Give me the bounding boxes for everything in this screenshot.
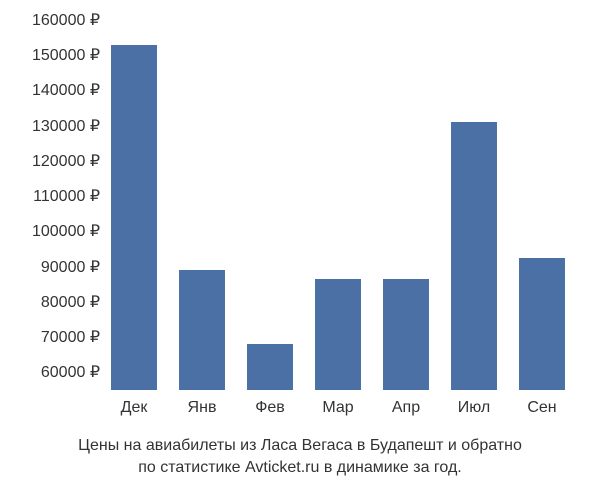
x-tick-label: Апр <box>383 399 429 417</box>
bar <box>315 279 361 390</box>
chart-caption: Цены на авиабилеты из Ласа Вегаса в Буда… <box>0 435 600 480</box>
x-axis: Дек Янв Фев Мар Апр Июл Сен <box>105 395 580 425</box>
x-tick-label: Июл <box>451 399 497 417</box>
caption-line2: по статистике Avticket.ru в динамике за … <box>138 459 462 476</box>
plot-area <box>105 20 580 390</box>
y-tick-label: 90000 ₽ <box>0 257 100 277</box>
x-tick-label: Дек <box>111 399 157 417</box>
y-tick-label: 150000 ₽ <box>0 45 100 65</box>
bar <box>519 258 565 390</box>
x-tick-label: Сен <box>519 399 565 417</box>
bar <box>247 344 293 390</box>
bar <box>383 279 429 390</box>
y-tick-label: 110000 ₽ <box>0 186 100 206</box>
caption-line1: Цены на авиабилеты из Ласа Вегаса в Буда… <box>78 437 522 454</box>
y-tick-label: 100000 ₽ <box>0 221 100 241</box>
y-tick-label: 70000 ₽ <box>0 327 100 347</box>
bar <box>451 122 497 390</box>
chart-container: 60000 ₽ 70000 ₽ 80000 ₽ 90000 ₽ 100000 ₽ 1100… <box>0 0 600 500</box>
x-tick-label: Фев <box>247 399 293 417</box>
bar <box>111 45 157 390</box>
y-tick-label: 120000 ₽ <box>0 151 100 171</box>
y-tick-label: 140000 ₽ <box>0 80 100 100</box>
y-tick-label: 160000 ₽ <box>0 10 100 30</box>
y-tick-label: 80000 ₽ <box>0 292 100 312</box>
y-tick-label: 130000 ₽ <box>0 116 100 136</box>
y-tick-label: 60000 ₽ <box>0 362 100 382</box>
x-tick-label: Янв <box>179 399 225 417</box>
x-tick-label: Мар <box>315 399 361 417</box>
bar <box>179 270 225 390</box>
y-axis: 60000 ₽ 70000 ₽ 80000 ₽ 90000 ₽ 100000 ₽ 1100… <box>0 20 100 390</box>
